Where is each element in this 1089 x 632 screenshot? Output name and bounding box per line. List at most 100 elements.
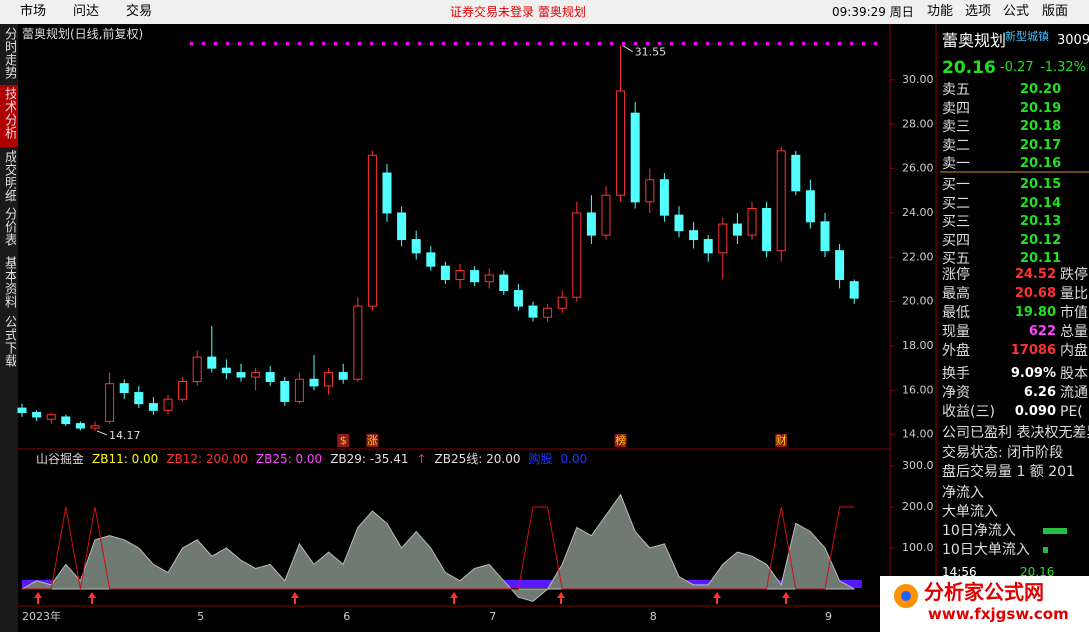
candle-body (324, 372, 334, 387)
signal-dot (718, 42, 721, 45)
signal-dot (238, 42, 241, 45)
event-bg (775, 434, 788, 447)
book-label: 买三 (942, 214, 970, 231)
mountain-area (21, 493, 855, 602)
legend-item: ↑ (416, 452, 427, 466)
annotation: 14.17 (109, 429, 141, 442)
menu-bar (0, 0, 1089, 24)
logo-center (901, 591, 911, 601)
candle-body (732, 223, 742, 236)
legend-item: 0.00 (560, 452, 588, 466)
signal-dot (646, 42, 649, 45)
signal-dot (766, 42, 769, 45)
stat-label: 净资 (942, 385, 970, 401)
candle-body (178, 380, 188, 400)
signal-dot (622, 42, 625, 45)
candle-body (338, 372, 348, 380)
signal-dot (682, 42, 685, 45)
annotation: 31.55 (635, 46, 667, 59)
candle-body (397, 212, 407, 241)
stat-value: 0.090 (1014, 404, 1056, 419)
signal-dot (310, 42, 313, 45)
signal-dot (598, 42, 601, 45)
signal-dot (454, 42, 457, 45)
signal-dot (670, 42, 673, 45)
event-bg (366, 434, 379, 447)
signal-dot (634, 42, 637, 45)
book-price: 20.13 (1020, 214, 1062, 230)
signal-dot (574, 42, 577, 45)
candle-body (382, 172, 392, 214)
candle-body (601, 194, 611, 236)
candle-body (805, 190, 815, 223)
signal-dot (358, 42, 361, 45)
signal-dot (814, 42, 817, 45)
indicator-title: 山谷掘金 (36, 452, 85, 466)
book-label: 买二 (942, 195, 970, 212)
stat-value: 20.68 (1014, 286, 1056, 301)
book-label: 卖一 (942, 156, 970, 173)
candle-body (148, 403, 158, 411)
brand-url: www.fxjgsw.com (928, 605, 1069, 623)
signal-dot (802, 42, 805, 45)
book-label: 卖三 (942, 119, 970, 136)
legend-item: ZB29: -35.41 (330, 452, 409, 466)
y-tick-label: 20.00 (902, 295, 934, 308)
candle-body (528, 305, 538, 318)
book-price: 20.17 (1020, 137, 1062, 153)
candle-body (32, 412, 42, 418)
candle-body (236, 372, 246, 378)
event-label: $ (340, 434, 347, 447)
signal-dot (406, 42, 409, 45)
y-tick-label: 28.00 (902, 117, 934, 130)
legend-item: ZB25线: 20.00 (434, 452, 521, 466)
candle-body (46, 414, 56, 420)
book-price: 20.14 (1020, 195, 1062, 211)
book-label: 卖二 (942, 137, 970, 154)
candle-body (251, 372, 261, 378)
candle-body (572, 212, 582, 298)
candle-body (820, 221, 830, 252)
signal-dot (874, 42, 877, 45)
stock-code: 3009 (1057, 33, 1089, 48)
candle-body (616, 90, 626, 196)
stat-value: 9.09% (1010, 366, 1056, 381)
signal-line (22, 506, 855, 590)
stat-label: 内盘 (1060, 343, 1088, 359)
signal-dot (262, 42, 265, 45)
candle-body (75, 423, 85, 429)
stat-label: PE( (1060, 404, 1083, 420)
candle-body (207, 356, 217, 369)
candle-body (630, 112, 640, 203)
book-price: 20.20 (1020, 82, 1062, 97)
candle-body (440, 265, 450, 280)
signal-dot (586, 42, 589, 45)
tick-time: 14:56 (942, 565, 977, 579)
candle-body (689, 230, 699, 241)
candle-body (309, 378, 319, 387)
book-label: 卖四 (942, 100, 970, 117)
signal-dot (418, 42, 421, 45)
pointer (96, 430, 108, 436)
y-tick-label: 16.00 (902, 383, 934, 396)
y-tick-label: 26.00 (902, 162, 934, 175)
signal-dot (202, 42, 205, 45)
y-tick-label: 300.0 (902, 459, 934, 472)
info-line: 盘后交易量 1 额 201 (942, 464, 1075, 480)
x-tick-label: 9 (825, 610, 832, 623)
stat-label: 最高 (942, 286, 970, 302)
tab-strip (0, 24, 18, 632)
y-tick-label: 100.0 (902, 541, 934, 554)
book-label: 卖五 (942, 82, 970, 98)
signal-dot (838, 42, 841, 45)
info-line: 公司已盈利 表决权无差异 (942, 425, 1089, 441)
arrows (34, 592, 790, 604)
legend-item: 购股 (528, 452, 553, 466)
info-line: 交易状态: 闭市阶段 (942, 444, 1064, 461)
flow-bar (1043, 528, 1067, 534)
signal-dot (442, 42, 445, 45)
stat-label: 量比 (1060, 286, 1088, 302)
signal-dot (862, 42, 865, 45)
candle-body (265, 372, 275, 382)
